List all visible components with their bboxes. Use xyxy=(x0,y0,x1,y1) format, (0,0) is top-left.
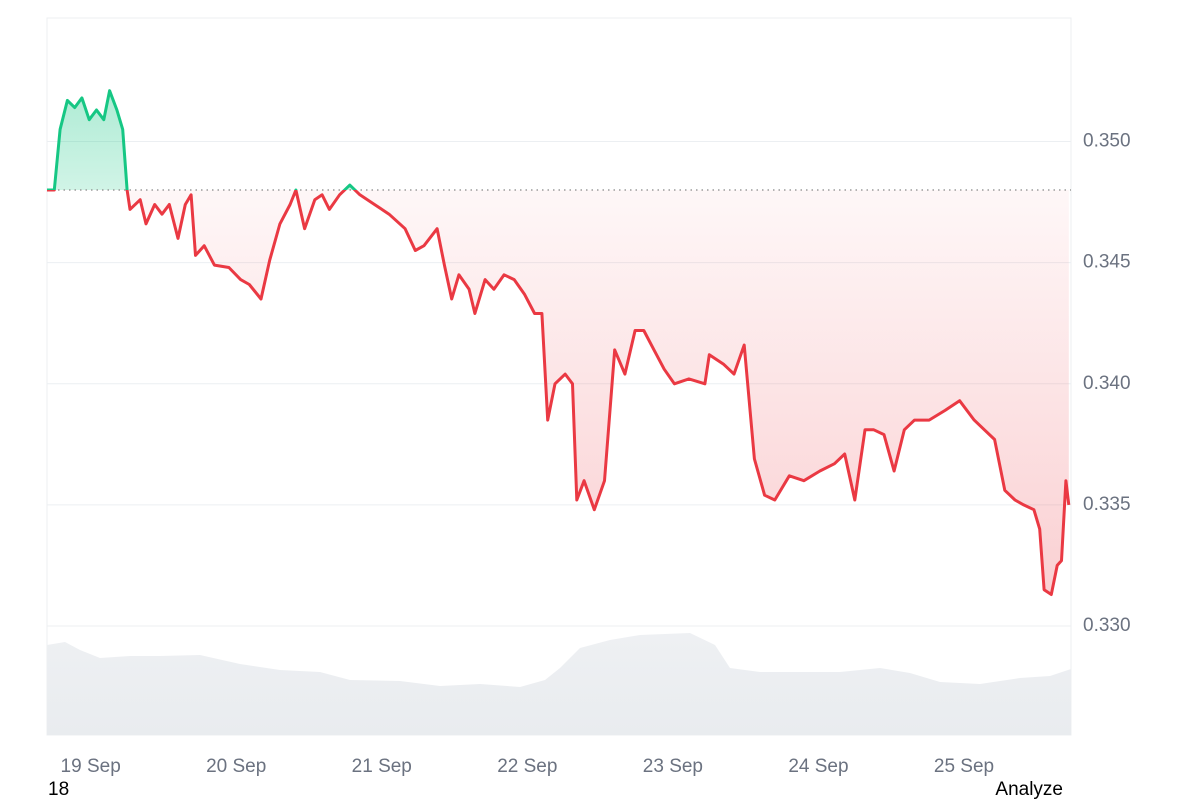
y-tick-label: 0.335 xyxy=(1083,494,1131,515)
footer-right[interactable]: Analyze xyxy=(995,779,1063,800)
x-tick-label: 24 Sep xyxy=(788,756,848,777)
volume-area xyxy=(47,633,1071,735)
x-tick-label: 22 Sep xyxy=(497,756,557,777)
x-tick-label: 20 Sep xyxy=(206,756,266,777)
footer-left: 18 xyxy=(48,779,69,800)
area-fill xyxy=(47,90,1069,595)
x-tick-label: 19 Sep xyxy=(61,756,121,777)
y-tick-label: 0.340 xyxy=(1083,373,1131,394)
x-tick-label: 25 Sep xyxy=(934,756,994,777)
y-tick-label: 0.330 xyxy=(1083,615,1131,636)
y-tick-label: 0.345 xyxy=(1083,252,1131,273)
y-tick-label: 0.350 xyxy=(1083,131,1131,152)
x-tick-label: 21 Sep xyxy=(352,756,412,777)
price-line xyxy=(47,89,1071,596)
x-tick-label: 23 Sep xyxy=(643,756,703,777)
